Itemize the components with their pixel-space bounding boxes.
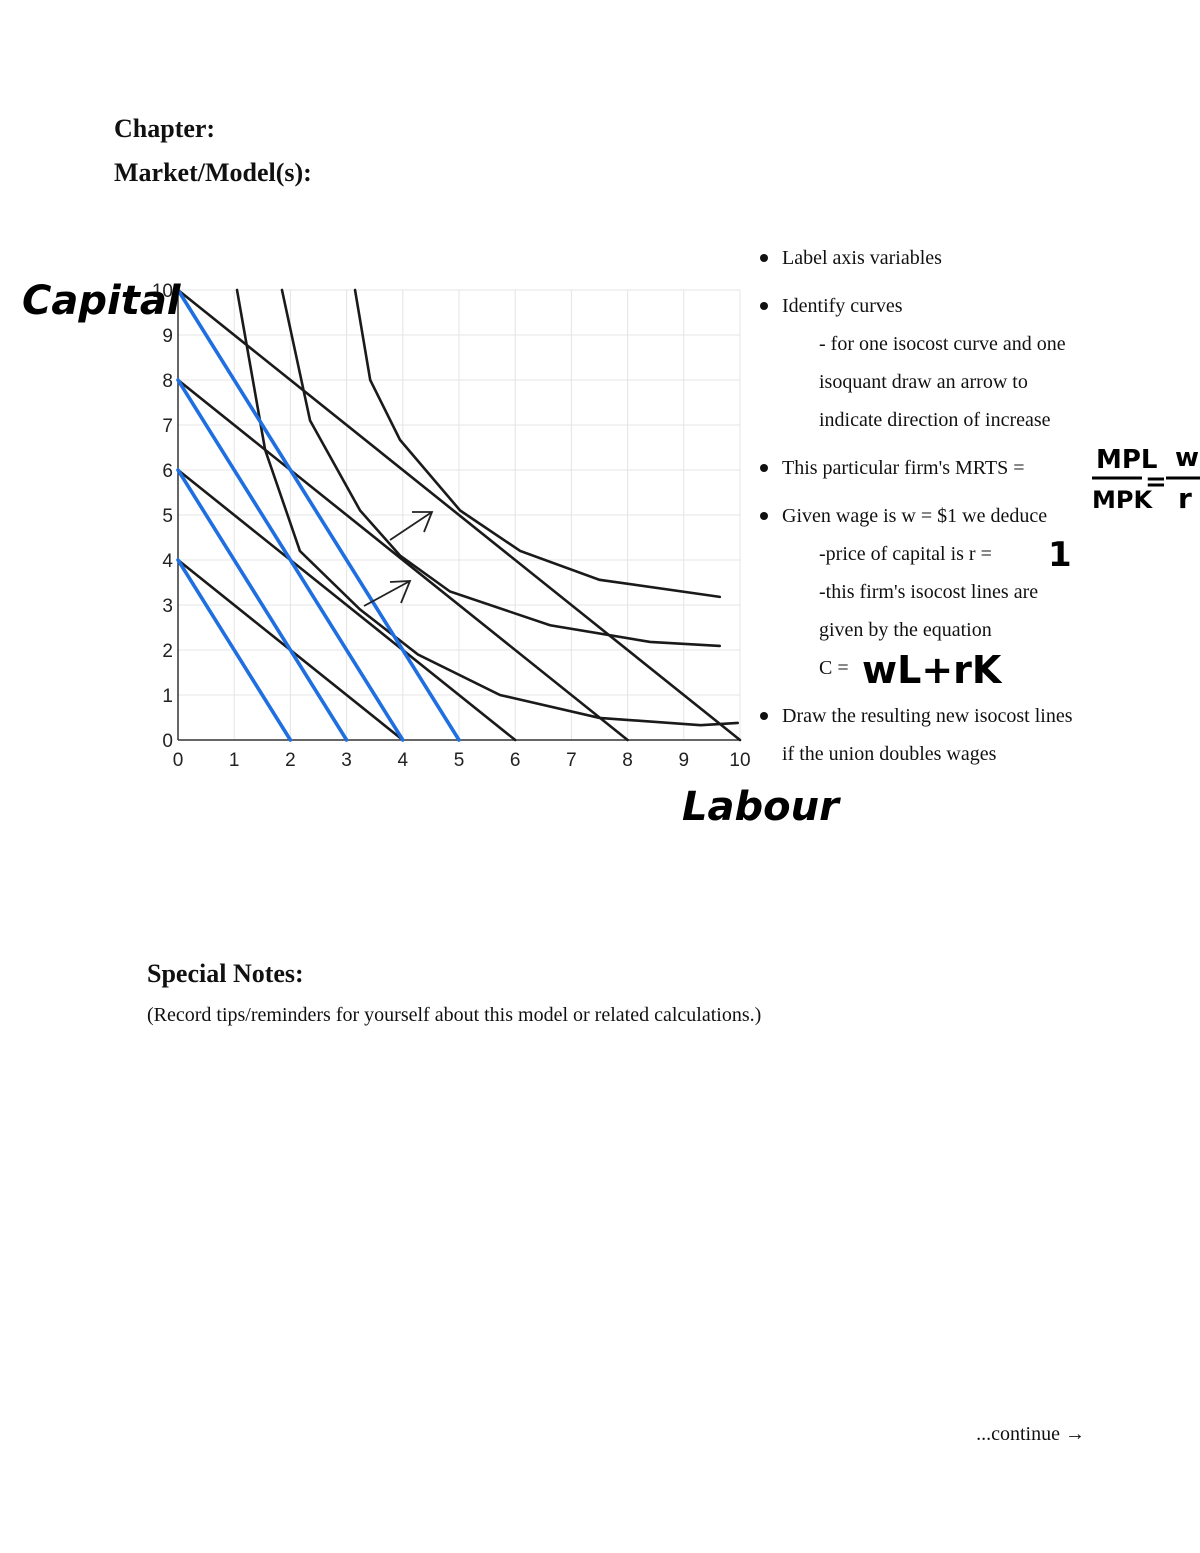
bullet-dot xyxy=(760,254,768,262)
x-tick-label: 1 xyxy=(229,750,240,771)
arrow xyxy=(363,580,412,607)
bullet-list: Label axis variables Identify curves - for… xyxy=(760,247,1073,765)
series-line xyxy=(176,378,629,742)
y-tick-label: 8 xyxy=(162,371,173,392)
series-line xyxy=(176,468,517,742)
notes-title: Special Notes: xyxy=(147,959,304,988)
bullet-text: Identify curves xyxy=(782,295,903,317)
bullet-text: Label axis variables xyxy=(782,247,942,269)
bullet-text: if the union doubles wages xyxy=(782,743,997,765)
handwritten-r-value: 1 xyxy=(1048,535,1072,575)
y-tick-label: 9 xyxy=(162,326,173,347)
x-tick-label: 8 xyxy=(622,750,633,771)
bullet-subtext: isoquant draw an arrow to xyxy=(819,371,1028,393)
series-line xyxy=(176,288,461,742)
x-tick-label: 2 xyxy=(285,750,296,771)
y-tick-label: 1 xyxy=(162,686,173,707)
x-tick-label: 5 xyxy=(454,750,465,771)
series-line xyxy=(353,288,722,599)
bullet-subtext: -price of capital is r = xyxy=(819,543,992,565)
series-line xyxy=(176,288,742,742)
bullet-text: This particular firm's MRTS = xyxy=(782,457,1025,479)
bullet-subtext: given by the equation xyxy=(819,619,992,641)
y-tick-label: 10 xyxy=(152,281,173,302)
bullet-dot xyxy=(760,512,768,520)
y-tick-label: 3 xyxy=(162,596,173,617)
arrow xyxy=(389,511,434,541)
bullet-subtext: - for one isocost curve and one xyxy=(819,333,1066,355)
market-label: Market/Model(s): xyxy=(114,158,312,187)
handwritten-w: w xyxy=(1175,443,1199,473)
series-line xyxy=(176,378,405,742)
equals-sign: = xyxy=(1145,467,1167,497)
x-axis-label: Labour xyxy=(682,784,841,830)
y-tick-label: 6 xyxy=(162,461,173,482)
series-line xyxy=(280,288,722,648)
bullet-subtext: -this firm's isocost lines are xyxy=(819,581,1038,603)
bullet-dot xyxy=(760,712,768,720)
series-line xyxy=(235,288,740,727)
series-line xyxy=(176,468,349,742)
handwritten-mpl: MPL xyxy=(1096,445,1158,475)
x-tick-label: 10 xyxy=(729,750,750,771)
y-tick-label: 7 xyxy=(162,416,173,437)
y-tick-label: 4 xyxy=(162,551,173,572)
bullet-text: Draw the resulting new isocost lines xyxy=(782,705,1073,727)
series-line xyxy=(176,558,293,742)
plot: 0 1 2 3 4 5 6 7 8 9 10 0 1 2 3 4 5 6 7 8 9 10 xyxy=(152,281,751,771)
handwritten-cost: wL+rK xyxy=(862,648,1003,692)
y-axis-label: Capital xyxy=(22,278,182,324)
handwritten-r: r xyxy=(1178,482,1192,515)
x-tick-label: 3 xyxy=(341,750,352,771)
y-tick-label: 0 xyxy=(162,731,173,752)
bullet-text: Given wage is w = $1 we deduce xyxy=(782,505,1047,527)
y-tick-label: 5 xyxy=(162,506,173,527)
bullet-subtext: C = xyxy=(819,657,849,679)
handwritten-mpk: MPK xyxy=(1092,486,1153,514)
x-tick-label: 9 xyxy=(679,750,690,771)
footer: ...continue → xyxy=(976,1423,1085,1445)
bullet-subtext: indicate direction of increase xyxy=(819,409,1051,431)
x-tick-label: 4 xyxy=(398,750,409,771)
bullet-dot xyxy=(760,464,768,472)
bullet-dot xyxy=(760,302,768,310)
y-tick-label: 2 xyxy=(162,641,173,662)
x-tick-label: 6 xyxy=(510,750,521,771)
notes-text: (Record tips/reminders for yourself abou… xyxy=(147,1004,761,1026)
chapter-label: Chapter: xyxy=(114,114,215,143)
x-tick-label: 0 xyxy=(173,750,184,771)
x-tick-label: 7 xyxy=(566,750,577,771)
